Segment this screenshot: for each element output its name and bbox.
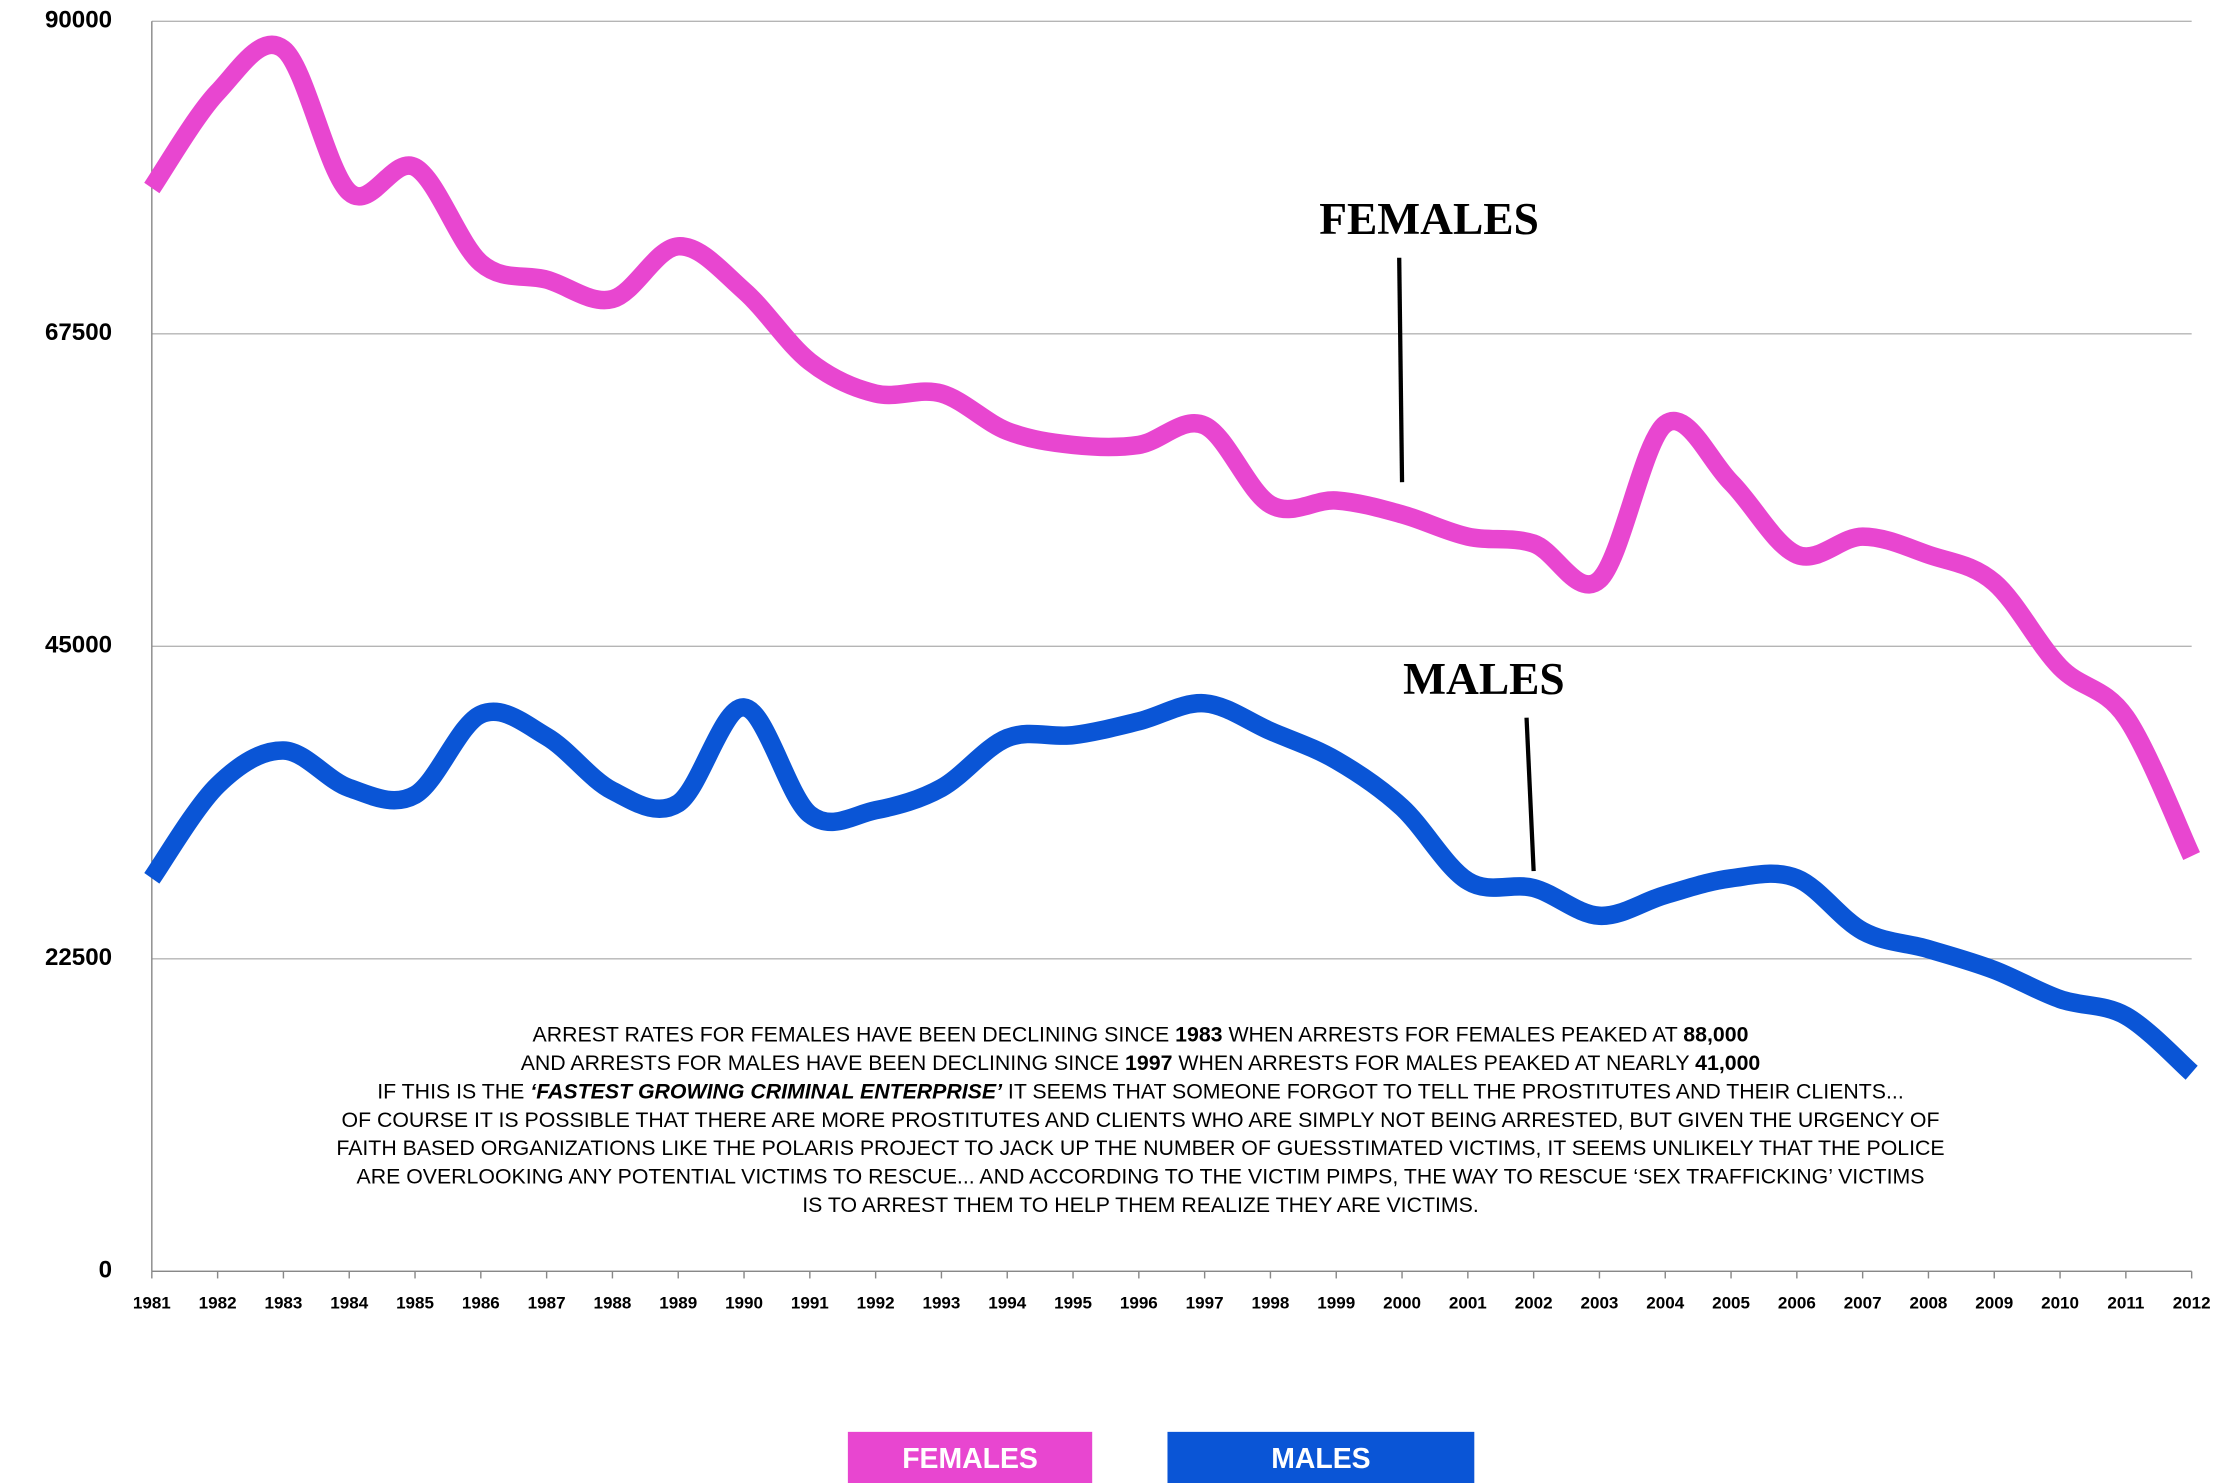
series-line	[144, 35, 2201, 861]
x-tick-label: 1990	[725, 1294, 763, 1313]
legend-swatch	[1167, 1431, 1475, 1483]
note-line: AND ARRESTS FOR MALES HAVE BEEN DECLININ…	[521, 1051, 1761, 1075]
x-tick-label: 2005	[1712, 1294, 1750, 1313]
note-line: IS TO ARREST THEM TO HELP THEM REALIZE T…	[802, 1193, 1479, 1217]
legend-label: MALES	[1271, 1443, 1370, 1475]
x-tick-label: 1981	[133, 1294, 171, 1313]
note-segment: 88,000	[1683, 1022, 1748, 1046]
x-tick-label: 2001	[1449, 1294, 1487, 1313]
x-tick-label: 1998	[1251, 1294, 1289, 1313]
note-segment: ARREST RATES FOR FEMALES HAVE BEEN DECLI…	[533, 1022, 1176, 1046]
x-tick-label: 1983	[264, 1294, 302, 1313]
y-tick-label: 45000	[45, 632, 112, 659]
x-tick-label: 1995	[1054, 1294, 1092, 1313]
x-tick-label: 1991	[791, 1294, 829, 1313]
x-tick-label: 1986	[462, 1294, 500, 1313]
note-segment: ‘FASTEST GROWING CRIMINAL ENTERPRISE’	[530, 1079, 1003, 1103]
note-segment: OF COURSE IT IS POSSIBLE THAT THERE ARE …	[341, 1107, 1939, 1131]
note-segment: IS TO ARREST THEM TO HELP THEM REALIZE T…	[802, 1193, 1479, 1217]
note-segment: 41,000	[1695, 1051, 1760, 1075]
x-tick-label: 2006	[1778, 1294, 1816, 1313]
x-tick-label: 2010	[2041, 1294, 2079, 1313]
x-tick-label: 1997	[1186, 1294, 1224, 1313]
y-tick-label: 67500	[45, 319, 112, 346]
note-segment: ARE OVERLOOKING ANY POTENTIAL VICTIMS TO…	[356, 1164, 1924, 1188]
x-tick-label: 2002	[1515, 1294, 1553, 1313]
x-tick-label: 2003	[1581, 1294, 1619, 1313]
note-line: ARE OVERLOOKING ANY POTENTIAL VICTIMS TO…	[356, 1164, 1924, 1188]
note-segment: IT SEEMS THAT SOMEONE FORGOT TO TELL THE…	[1002, 1079, 1904, 1103]
x-tick-label: 1993	[922, 1294, 960, 1313]
note-line: FAITH BASED ORGANIZATIONS LIKE THE POLAR…	[336, 1136, 1944, 1160]
note-segment: 1983	[1175, 1022, 1223, 1046]
note-segment: 1997	[1125, 1051, 1172, 1075]
x-tick-label: 1992	[857, 1294, 895, 1313]
note-segment: IF THIS IS THE	[377, 1079, 530, 1103]
note-segment: AND ARRESTS FOR MALES HAVE BEEN DECLININ…	[521, 1051, 1125, 1075]
x-tick-label: 2000	[1383, 1294, 1421, 1313]
x-tick-label: 2012	[2173, 1294, 2211, 1313]
x-tick-label: 1987	[528, 1294, 566, 1313]
x-tick-label: 1994	[988, 1294, 1026, 1313]
x-tick-label: 2008	[1910, 1294, 1948, 1313]
note-segment: WHEN ARRESTS FOR FEMALES PEAKED AT	[1223, 1022, 1684, 1046]
x-tick-label: 1989	[659, 1294, 697, 1313]
x-tick-label: 1985	[396, 1294, 434, 1313]
x-tick-label: 1984	[330, 1294, 368, 1313]
note-segment: FAITH BASED ORGANIZATIONS LIKE THE POLAR…	[336, 1136, 1944, 1160]
note-line: ARREST RATES FOR FEMALES HAVE BEEN DECLI…	[533, 1022, 1749, 1046]
series-line	[144, 694, 2198, 1080]
annotation-pointer	[1397, 257, 1405, 483]
note-line: IF THIS IS THE ‘FASTEST GROWING CRIMINAL…	[377, 1079, 1904, 1103]
x-tick-label: 2011	[2107, 1294, 2144, 1313]
x-tick-label: 1996	[1120, 1294, 1158, 1313]
legend-swatch	[847, 1431, 1093, 1483]
x-tick-label: 2009	[1975, 1294, 2013, 1313]
y-tick-label: 90000	[45, 7, 112, 34]
x-tick-label: 1999	[1317, 1294, 1355, 1313]
x-tick-label: 2004	[1646, 1294, 1684, 1313]
annotation-pointer	[1524, 717, 1536, 872]
note-segment: WHEN ARRESTS FOR MALES PEAKED AT NEARLY	[1172, 1051, 1695, 1075]
legend-label: FEMALES	[902, 1443, 1038, 1475]
x-tick-label: 1982	[199, 1294, 237, 1313]
y-tick-label: 22500	[45, 944, 112, 971]
x-tick-label: 2007	[1844, 1294, 1882, 1313]
annotation: FEMALES	[1319, 193, 1539, 244]
annotation: MALES	[1403, 653, 1565, 704]
x-tick-label: 1988	[593, 1294, 631, 1313]
note-line: OF COURSE IT IS POSSIBLE THAT THERE ARE …	[341, 1107, 1939, 1131]
y-tick-label: 0	[99, 1257, 112, 1284]
